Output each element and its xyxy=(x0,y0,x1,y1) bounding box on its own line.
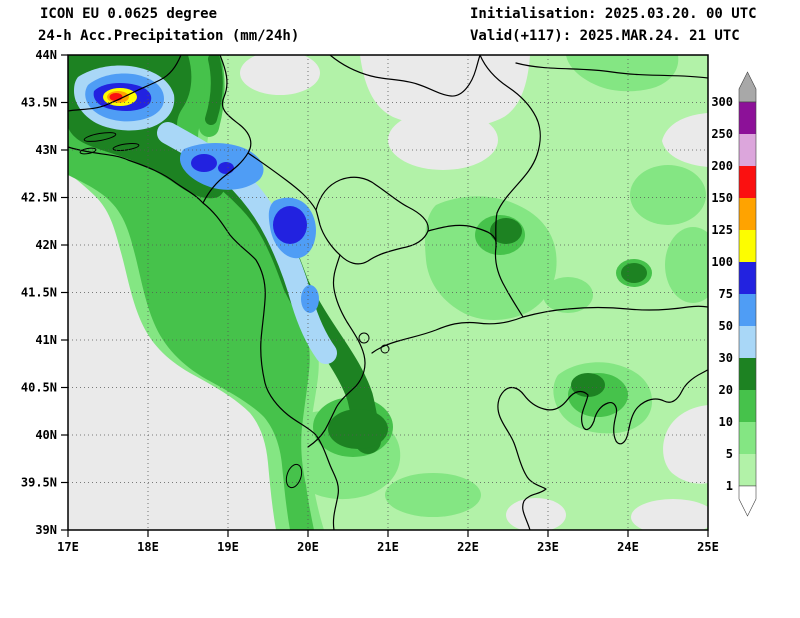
colorbar-segment xyxy=(739,102,756,134)
precip-area-150mm xyxy=(109,93,123,101)
y-tick-label: 41.5N xyxy=(21,286,57,300)
colorbar-label: 1 xyxy=(726,479,733,493)
x-tick-label: 20E xyxy=(297,540,319,554)
precip-area-5mm xyxy=(665,227,708,303)
colorbar-label: 20 xyxy=(719,383,733,397)
precip-area-50mm xyxy=(301,285,319,313)
colorbar-segment xyxy=(739,294,756,326)
y-tick-label: 44N xyxy=(35,48,57,62)
initialisation-time: Initialisation: 2025.03.20. 00 UTC xyxy=(470,6,757,22)
precip-area-20mm xyxy=(571,373,605,397)
x-tick-label: 21E xyxy=(377,540,399,554)
map-panel: 17E 18E 19E 20E 21E 22E 23E 24E 25E 44N … xyxy=(21,48,719,554)
y-tick-label: 43.5N xyxy=(21,96,57,110)
y-tick-label: 43N xyxy=(35,143,57,157)
country-borders xyxy=(68,55,708,530)
precip-field xyxy=(68,55,708,530)
colorbar-label: 10 xyxy=(719,415,733,429)
colorbar-arrow-above xyxy=(738,71,757,103)
greece-bulgaria-border xyxy=(522,305,708,318)
colorbar-label: 5 xyxy=(726,447,733,461)
colorbar-label: 100 xyxy=(711,255,733,269)
island-outline xyxy=(79,147,97,155)
montenegro-serbia-border xyxy=(247,152,317,211)
x-tick-label: 17E xyxy=(57,540,79,554)
x-tick-label: 24E xyxy=(617,540,639,554)
precip-area-20mm xyxy=(205,55,223,125)
x-tick-label: 25E xyxy=(697,540,719,554)
precip-area-10mm xyxy=(68,55,314,530)
precip-area-20mm xyxy=(621,263,647,283)
colorbar-segment xyxy=(739,358,756,390)
grid xyxy=(68,55,708,530)
y-tick-label: 39.5N xyxy=(21,476,57,490)
precip-area-5mm xyxy=(385,473,481,517)
dry-patch xyxy=(240,55,320,95)
colorbar-segment xyxy=(739,422,756,454)
colorbar-segment xyxy=(739,454,756,486)
y-tick-label: 41N xyxy=(35,333,57,347)
colorbar-segment xyxy=(739,166,756,198)
colorbar-segment xyxy=(739,198,756,230)
colorbar-arrow-below xyxy=(738,485,757,517)
colorbar-label: 300 xyxy=(711,95,733,109)
colorbar-segment xyxy=(739,262,756,294)
precip-area-5mm xyxy=(630,165,706,225)
colorbar: 300 250 200 150 125 100 75 50 30 20 10 5… xyxy=(711,71,757,517)
precip-area-75mm xyxy=(191,154,217,172)
colorbar-segment xyxy=(739,230,756,262)
kosovo-border xyxy=(315,176,429,265)
colorbar-label: 30 xyxy=(719,351,733,365)
colorbar-label: 125 xyxy=(711,223,733,237)
precip-area-20mm xyxy=(490,218,522,244)
aegean-coastline xyxy=(497,369,708,530)
colorbar-label: 250 xyxy=(711,127,733,141)
colorbar-label: 50 xyxy=(719,319,733,333)
product-title: 24-h Acc.Precipitation (mm/24h) xyxy=(38,28,299,44)
adriatic-coastline xyxy=(68,146,339,530)
island-outline xyxy=(83,132,117,142)
colorbar-label: 150 xyxy=(711,191,733,205)
precip-area-75mm xyxy=(218,162,234,174)
precip-area-75mm xyxy=(273,206,307,244)
precip-area-20mm xyxy=(328,409,388,449)
model-title: ICON EU 0.0625 degree xyxy=(40,6,217,22)
dry-patch xyxy=(388,110,498,170)
romania-bulgaria-border xyxy=(515,62,708,79)
colorbar-labels: 300 250 200 150 125 100 75 50 30 20 10 5… xyxy=(711,95,733,493)
valid-time: Valid(+117): 2025.MAR.24. 21 UTC xyxy=(470,28,740,44)
axis-ticks xyxy=(61,54,709,537)
y-tick-label: 40.5N xyxy=(21,381,57,395)
lake-ohrid-outline xyxy=(358,332,370,344)
dry-patch xyxy=(506,498,566,530)
bosnia-serbia-border xyxy=(202,55,252,204)
y-tick-label: 42.5N xyxy=(21,191,57,205)
y-tick-label: 40N xyxy=(35,428,57,442)
island-outline xyxy=(112,143,140,151)
precip-area-5mm xyxy=(543,277,593,313)
colorbar-label: 200 xyxy=(711,159,733,173)
croatia-bosnia-border xyxy=(68,55,182,112)
x-tick-label: 19E xyxy=(217,540,239,554)
y-tick-label: 39N xyxy=(35,523,57,537)
precip-area-5mm xyxy=(425,196,557,320)
corfu-island-outline xyxy=(285,463,303,489)
serbia-bulgaria-border xyxy=(479,55,541,248)
colorbar-segment xyxy=(739,390,756,422)
colorbar-segment xyxy=(739,326,756,358)
x-tick-label: 22E xyxy=(457,540,479,554)
albania-east-border xyxy=(307,254,366,448)
y-axis-labels: 44N 43.5N 43N 42.5N 42N 41.5N 41N 40.5N … xyxy=(21,48,57,537)
x-tick-label: 23E xyxy=(537,540,559,554)
y-tick-label: 42N xyxy=(35,238,57,252)
dry-patch xyxy=(631,499,708,530)
x-axis-labels: 17E 18E 19E 20E 21E 22E 23E 24E 25E xyxy=(57,540,719,554)
serbia-romania-border xyxy=(329,55,481,97)
colorbar-label: 75 xyxy=(719,287,733,301)
colorbar-segment xyxy=(739,134,756,166)
x-tick-label: 18E xyxy=(137,540,159,554)
